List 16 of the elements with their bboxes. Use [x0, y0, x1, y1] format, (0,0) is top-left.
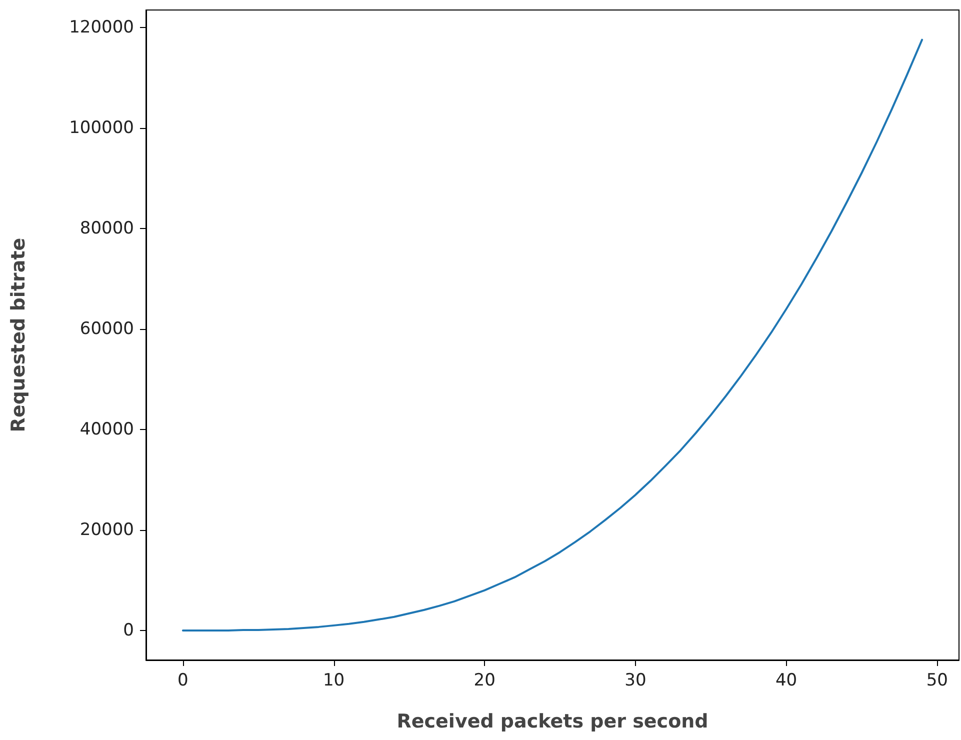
x-tick-label: 40 — [775, 670, 798, 690]
y-axis-title: Requested bitrate — [8, 238, 30, 432]
y-tick-label: 100000 — [69, 118, 134, 138]
x-tick-label: 30 — [624, 670, 646, 690]
y-tick-label: 60000 — [80, 319, 134, 340]
x-tick-label: 20 — [474, 670, 496, 690]
x-tick-label: 50 — [926, 670, 948, 690]
y-tick-label: 120000 — [69, 18, 134, 38]
x-tick-label: 10 — [322, 670, 345, 690]
x-tick-label: 0 — [178, 670, 188, 690]
y-tick-label: 0 — [123, 620, 134, 640]
y-tick-label: 20000 — [80, 520, 134, 540]
y-tick-label: 80000 — [80, 218, 134, 239]
y-tick-label: 40000 — [80, 420, 134, 440]
x-axis-title: Received packets per second — [396, 710, 708, 732]
line-series — [182, 38, 924, 632]
